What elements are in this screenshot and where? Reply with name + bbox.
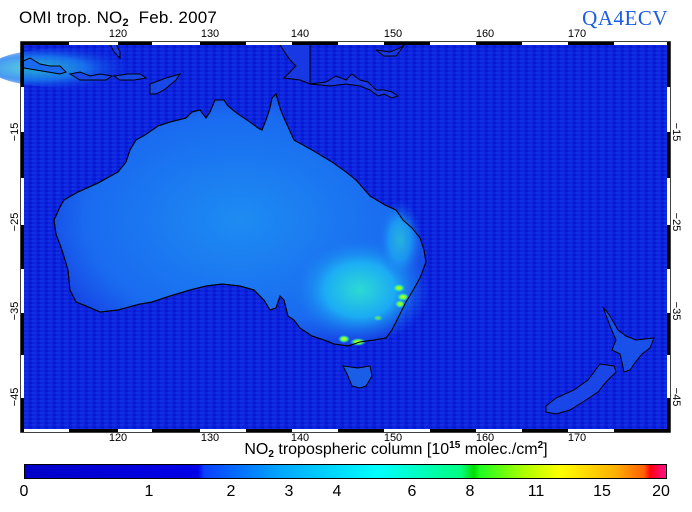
colorbar-title: NO2 tropospheric column [1015 molec./cm2…: [200, 440, 592, 460]
hotspot-canberra: [373, 315, 383, 321]
java-plume: [0, 48, 150, 88]
colorbar-title-text: tropospheric column [10: [273, 441, 450, 458]
frame-bars-left: [21, 42, 24, 432]
australia-coastline: [53, 93, 427, 347]
title-date: Feb. 2007: [138, 8, 218, 27]
hotspot-sydney-north: [397, 293, 409, 301]
colorbar-title-sub: 2: [268, 449, 274, 460]
colorbar-tick: 1: [144, 483, 154, 500]
colorbar: [24, 464, 667, 479]
colorbar-title-text: ]: [543, 441, 548, 458]
east-coast-glow: [378, 200, 422, 280]
colorbar-title-text: molec./cm: [460, 441, 538, 458]
colorbar-tick: 11: [527, 483, 545, 500]
new-zealand-south-island: [545, 363, 617, 415]
lat-tick-left: −35: [9, 301, 21, 321]
java-island: [20, 57, 67, 75]
lat-tick-left: −25: [9, 212, 21, 232]
lon-tick-top: 160: [475, 28, 495, 40]
frame-bars-top: [21, 42, 670, 45]
frame-bars-right: [667, 42, 670, 432]
lat-tick-right: −35: [670, 301, 682, 321]
lon-tick-bottom: 160: [475, 432, 495, 444]
lon-tick-bottom: 150: [383, 432, 403, 444]
lon-tick-bottom: 130: [200, 432, 220, 444]
colorbar-tick: 8: [465, 483, 475, 500]
hotspot-sydney: [395, 300, 405, 308]
title-text: OMI trop. NO: [19, 8, 123, 27]
lon-tick-top: 170: [567, 28, 587, 40]
colorbar-tick: 6: [407, 483, 417, 500]
colorbar-tick: 2: [226, 483, 236, 500]
lon-tick-bottom: 170: [567, 432, 587, 444]
hotspot-hunter: [393, 284, 405, 292]
tasmania: [342, 365, 373, 389]
new-guinea: [277, 41, 400, 99]
brand-label: QA4ECV: [582, 6, 668, 30]
new-zealand-north-island: [602, 306, 655, 373]
map-title: OMI trop. NO2 Feb. 2007: [19, 8, 217, 29]
colorbar-tick: 15: [593, 483, 611, 500]
lat-tick-left: −15: [9, 122, 21, 142]
colorbar-tick: 4: [332, 483, 342, 500]
colorbar-tick: 20: [652, 483, 670, 500]
frame-bars-bottom: [21, 429, 670, 432]
hotspot-melbourne: [338, 335, 350, 343]
lat-tick-right: −45: [670, 387, 682, 407]
colorbar-tick: 3: [284, 483, 294, 500]
lon-tick-bottom: 140: [290, 432, 310, 444]
lon-tick-top: 120: [108, 28, 128, 40]
lat-tick-right: −15: [670, 122, 682, 142]
lon-tick-top: 130: [200, 28, 220, 40]
colorbar-tick: 0: [19, 483, 29, 500]
lon-tick-top: 150: [383, 28, 403, 40]
lon-tick-bottom: 120: [108, 432, 128, 444]
lat-tick-left: −45: [9, 387, 21, 407]
lesser-sunda-islands: [68, 71, 148, 81]
timor-island: [149, 73, 182, 95]
title-subscript: 2: [122, 17, 129, 29]
lon-tick-top: 140: [290, 28, 310, 40]
colorbar-title-text: NO: [244, 441, 269, 458]
colorbar-title-sup: 2: [537, 440, 544, 451]
colorbar-title-sup: 15: [449, 440, 461, 451]
lat-tick-right: −25: [670, 212, 682, 232]
